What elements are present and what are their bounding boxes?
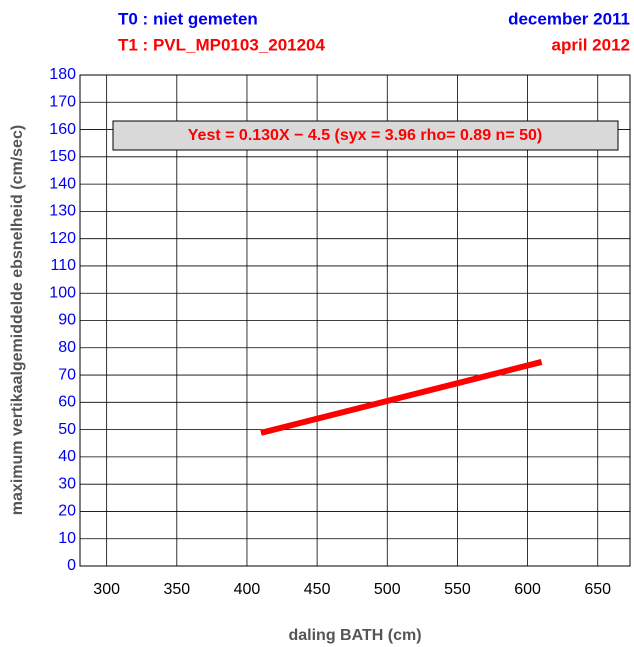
y-tick-label: 100: [49, 284, 76, 301]
y-tick-label: 180: [49, 66, 76, 83]
x-tick-label: 650: [584, 581, 611, 598]
header-text: T1 : PVL_MP0103_201204: [118, 35, 326, 54]
header-text: T0 : niet gemeten: [118, 9, 258, 28]
x-tick-label: 300: [93, 581, 120, 598]
y-tick-label: 70: [58, 366, 76, 383]
x-axis-label: daling BATH (cm): [288, 627, 421, 644]
y-tick-label: 40: [58, 448, 76, 465]
y-tick-label: 170: [49, 93, 76, 110]
x-tick-label: 350: [163, 581, 190, 598]
y-tick-label: 80: [58, 339, 76, 356]
y-axis-label: maximum vertikaalgemiddelde ebsnelheid (…: [9, 125, 26, 515]
y-tick-label: 110: [50, 257, 76, 274]
y-tick-label: 150: [49, 148, 76, 165]
x-tick-label: 450: [304, 581, 331, 598]
y-tick-label: 130: [49, 203, 76, 220]
annotation-box: [112, 120, 619, 151]
x-tick-label: 550: [444, 581, 471, 598]
y-tick-label: 60: [58, 394, 76, 411]
header-text: december 2011: [508, 9, 630, 28]
y-tick-label: 30: [58, 475, 76, 492]
line: [260, 359, 543, 436]
annotation: Yest = 0.130X − 4.5 (syx = 3.96 rho= 0.8…: [188, 127, 542, 144]
y-tick-label: 50: [58, 421, 76, 438]
y-tick-label: 90: [58, 312, 76, 329]
header-text: april 2012: [552, 35, 630, 54]
y-tick-label: 160: [49, 121, 76, 138]
y-tick-label: 20: [58, 503, 76, 520]
y-tick-label: 120: [49, 230, 76, 247]
x-tick-label: 400: [234, 581, 261, 598]
y-tick-label: 140: [49, 175, 76, 192]
x-tick-label: 500: [374, 581, 401, 598]
y-tick-label: 0: [67, 557, 76, 574]
y-tick-label: 10: [58, 530, 76, 547]
x-tick-label: 600: [514, 581, 541, 598]
